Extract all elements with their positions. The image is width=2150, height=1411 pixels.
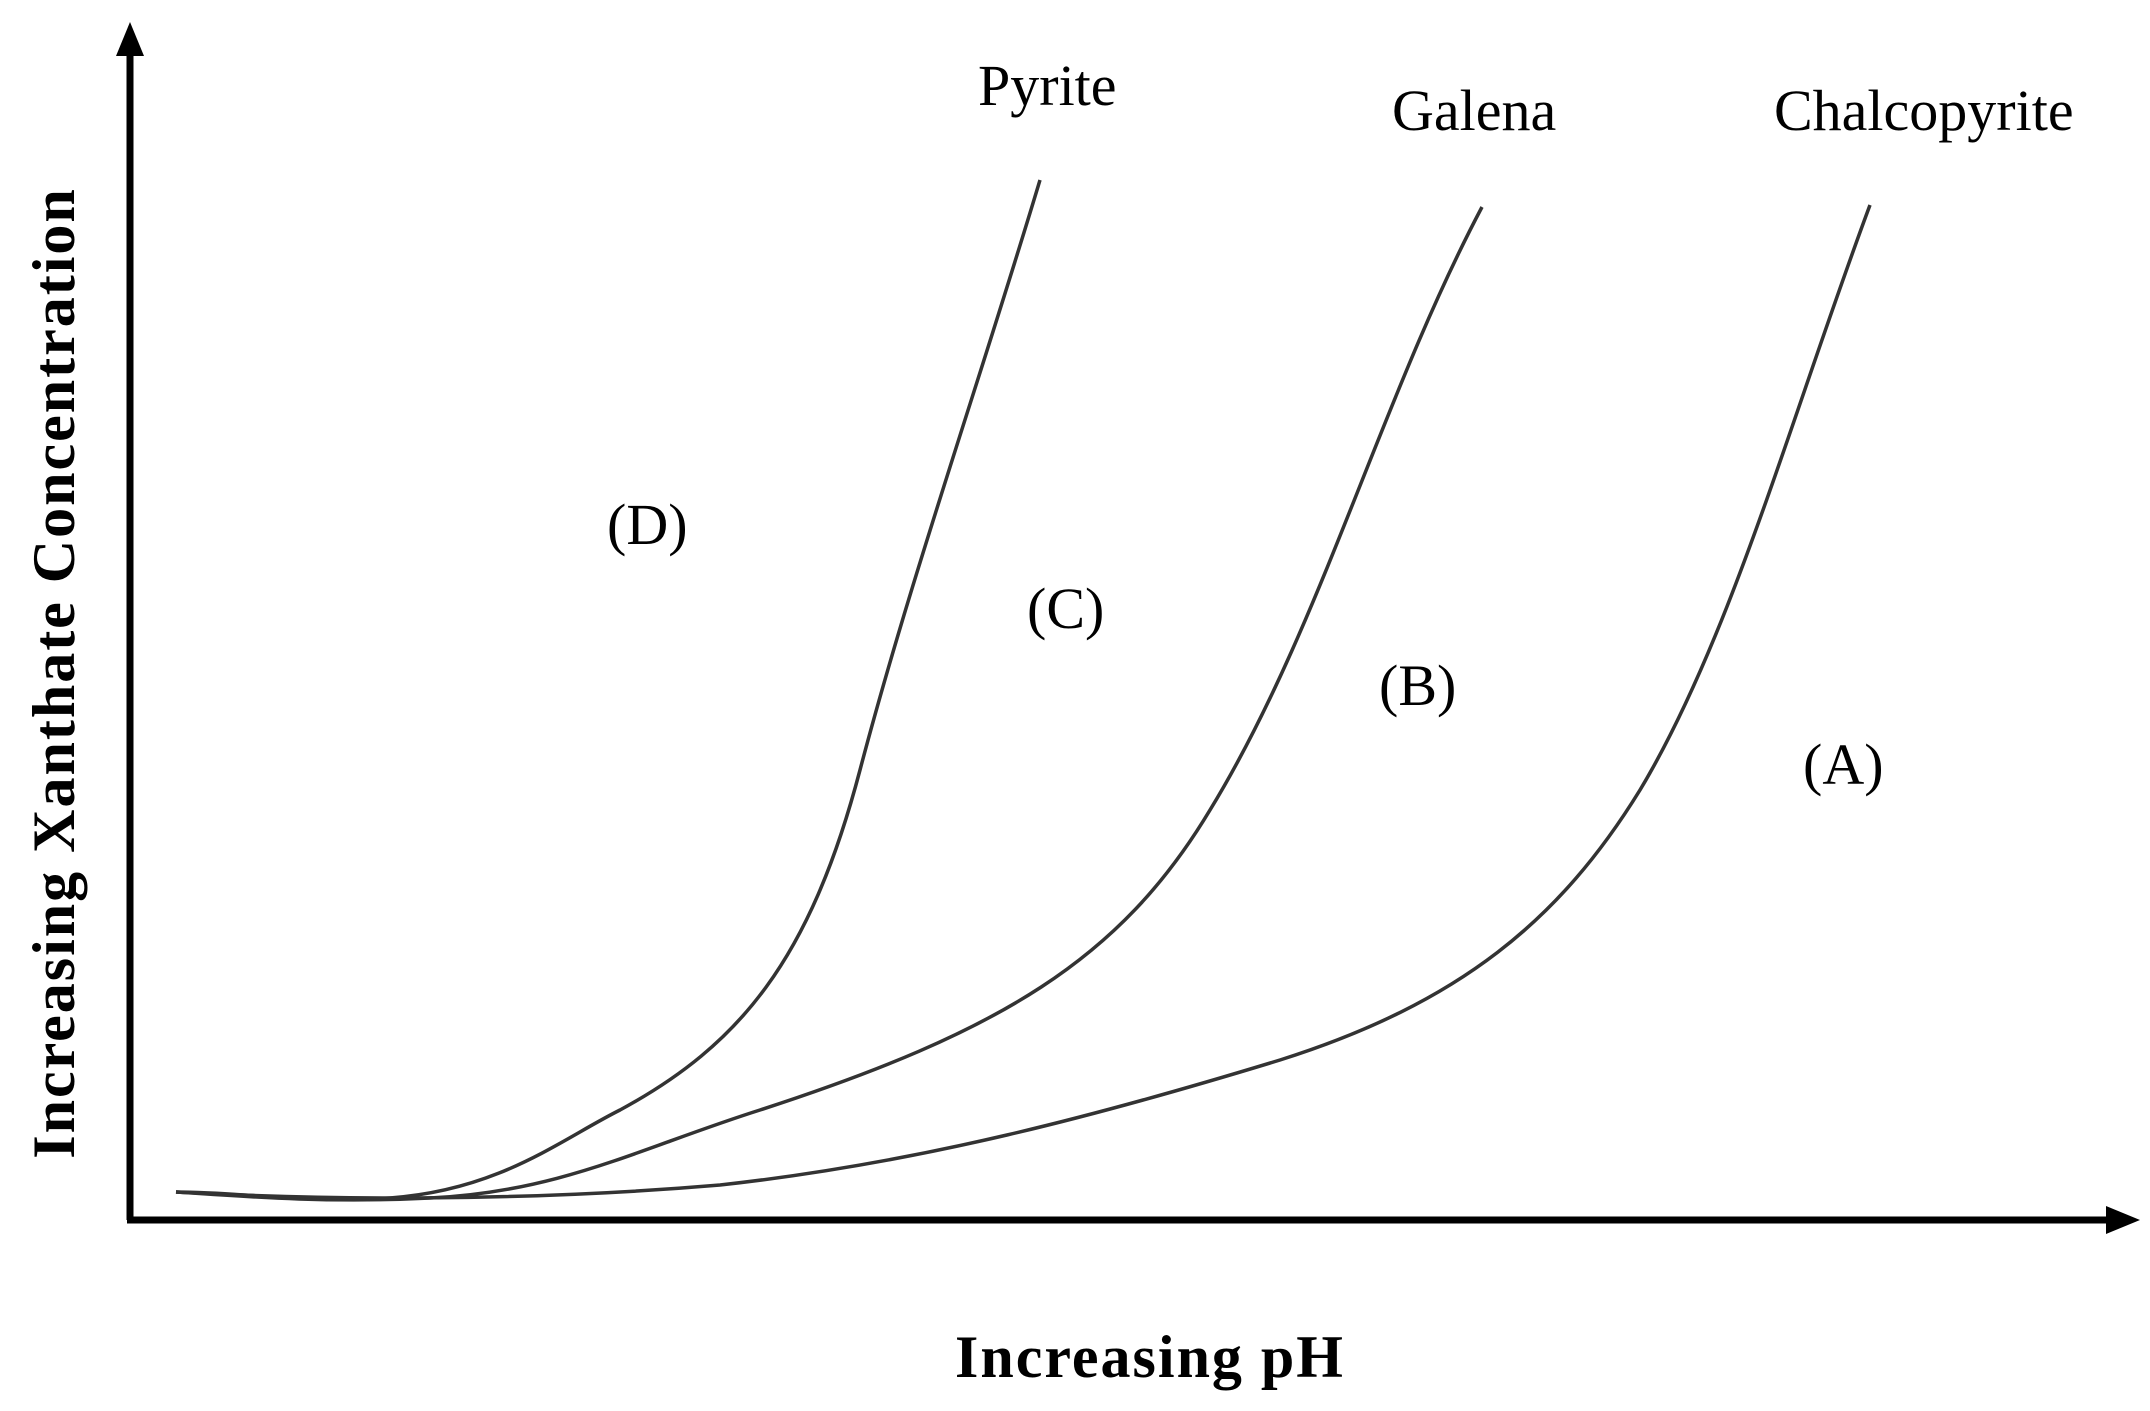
chalcopyrite-curve xyxy=(175,204,1872,1200)
galena-curve xyxy=(175,206,1484,1202)
region-b-label: (B) xyxy=(1379,653,1456,718)
chalcopyrite-label: Chalcopyrite xyxy=(1774,78,2074,143)
y-axis-title: Increasing Xanthate Concentration xyxy=(21,187,87,1159)
x-axis-arrow xyxy=(2106,1206,2140,1234)
y-axis-arrow xyxy=(116,22,144,56)
galena-label: Galena xyxy=(1392,78,1556,143)
pyrite-curve xyxy=(175,179,1042,1202)
pyrite-label: Pyrite xyxy=(978,53,1117,118)
x-axis-title: Increasing pH xyxy=(955,1324,1345,1390)
region-a-label: (A) xyxy=(1803,732,1884,797)
region-c-label: (C) xyxy=(1027,576,1104,641)
region-d-label: (D) xyxy=(607,492,688,557)
